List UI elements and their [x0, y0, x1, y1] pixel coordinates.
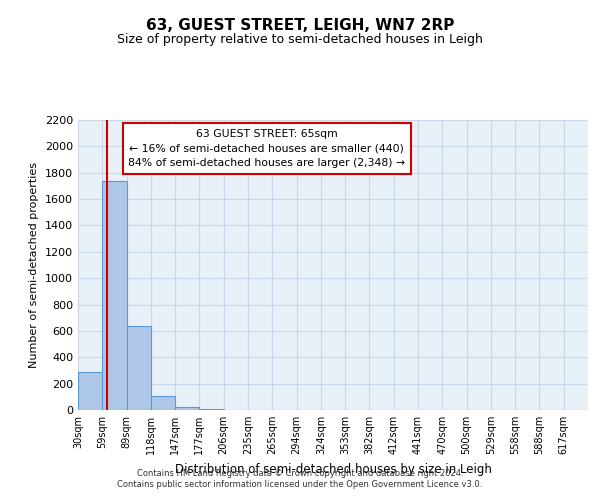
Bar — [127, 326, 151, 410]
Text: Contains HM Land Registry data © Crown copyright and database right 2024.: Contains HM Land Registry data © Crown c… — [137, 468, 463, 477]
Text: Size of property relative to semi-detached houses in Leigh: Size of property relative to semi-detach… — [117, 32, 483, 46]
Bar — [199, 408, 224, 410]
Bar — [151, 396, 175, 410]
Bar — [102, 180, 127, 410]
Bar — [78, 372, 102, 410]
Bar — [175, 406, 199, 410]
Text: Contains public sector information licensed under the Open Government Licence v3: Contains public sector information licen… — [118, 480, 482, 489]
Text: 63, GUEST STREET, LEIGH, WN7 2RP: 63, GUEST STREET, LEIGH, WN7 2RP — [146, 18, 454, 32]
Y-axis label: Number of semi-detached properties: Number of semi-detached properties — [29, 162, 40, 368]
Text: 63 GUEST STREET: 65sqm
← 16% of semi-detached houses are smaller (440)
84% of se: 63 GUEST STREET: 65sqm ← 16% of semi-det… — [128, 128, 405, 168]
X-axis label: Distribution of semi-detached houses by size in Leigh: Distribution of semi-detached houses by … — [175, 462, 491, 475]
